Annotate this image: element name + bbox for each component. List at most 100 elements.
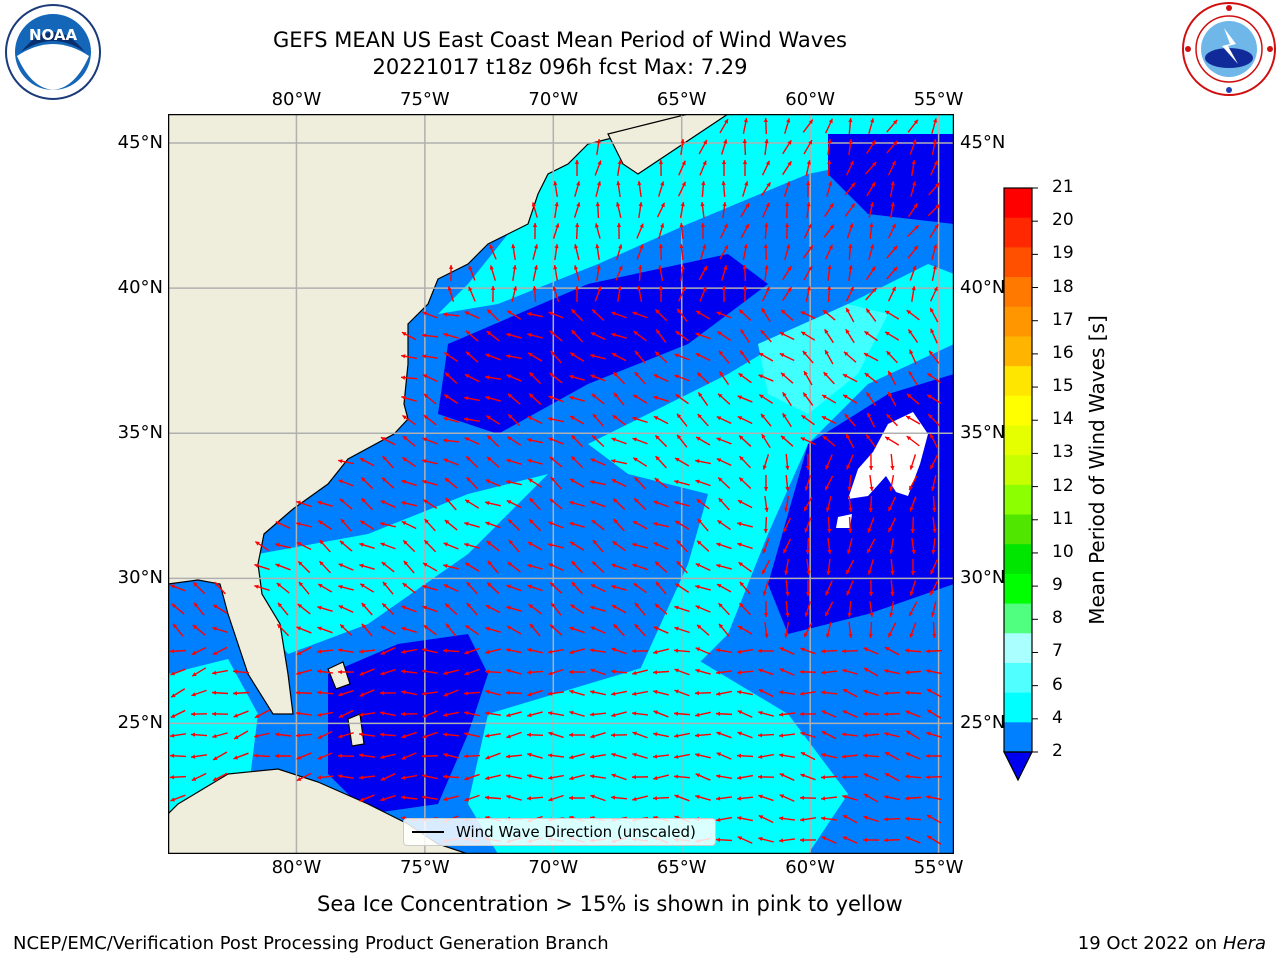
wave-direction-arrow <box>359 668 375 676</box>
wave-direction-arrow <box>318 560 332 574</box>
wave-direction-arrow <box>549 582 563 594</box>
wave-direction-arrow <box>758 374 774 382</box>
wave-direction-arrow <box>486 308 500 322</box>
wave-direction-arrow <box>865 434 877 448</box>
wave-direction-arrow <box>422 311 438 319</box>
wave-direction-arrow <box>550 602 562 616</box>
wave-direction-arrow <box>699 244 707 260</box>
wave-direction-arrow <box>611 752 627 759</box>
wave-direction-arrow <box>674 457 690 467</box>
wave-direction-arrow <box>868 621 873 639</box>
wave-band-4-6s <box>468 654 848 854</box>
wave-direction-arrow <box>295 711 313 716</box>
legend-line-sample <box>412 831 444 833</box>
wave-direction-arrow <box>443 351 459 363</box>
wave-direction-arrow <box>590 583 606 593</box>
colorbar-segment <box>1004 336 1032 367</box>
wave-direction-arrow <box>506 794 522 801</box>
wave-direction-arrow <box>758 814 774 824</box>
wave-direction-arrow <box>782 139 792 155</box>
wave-direction-arrow <box>911 285 916 303</box>
wave-direction-arrow <box>824 475 834 491</box>
wave-direction-arrow <box>845 433 855 449</box>
colorbar-tick-label: 16 <box>1052 342 1074 363</box>
wave-direction-arrow <box>422 437 438 445</box>
colorbar-tick-label: 18 <box>1052 276 1074 297</box>
wave-direction-arrow <box>926 709 942 719</box>
wave-band-0-2s <box>438 254 768 434</box>
wave-direction-arrow <box>297 603 311 615</box>
wave-direction-arrow <box>883 817 901 822</box>
wave-direction-arrow <box>762 580 770 596</box>
wave-direction-arrow <box>739 328 751 344</box>
wave-direction-arrow <box>192 581 206 595</box>
wave-direction-arrow <box>506 648 522 654</box>
wave-direction-arrow <box>512 264 517 282</box>
wave-direction-arrow <box>590 668 606 676</box>
wave-direction-arrow <box>634 371 646 385</box>
wave-direction-arrow <box>632 416 648 424</box>
wave-direction-arrow <box>697 392 709 406</box>
wave-direction-arrow <box>549 498 563 510</box>
wave-direction-arrow <box>742 264 747 282</box>
wave-direction-arrow <box>569 603 585 615</box>
wave-direction-arrow <box>805 537 810 555</box>
wave-direction-arrow <box>742 244 748 260</box>
wave-direction-arrow <box>296 646 312 656</box>
wave-direction-arrow <box>464 647 480 655</box>
wave-direction-arrow <box>926 669 942 675</box>
wave-direction-arrow <box>721 159 727 177</box>
wave-direction-arrow <box>613 623 625 637</box>
wave-direction-arrow <box>679 202 685 218</box>
lon-tick-label: 65°W <box>656 89 707 110</box>
wave-direction-arrow <box>611 584 627 591</box>
wave-direction-arrow <box>676 434 688 448</box>
wave-direction-arrow <box>424 518 436 532</box>
wave-direction-arrow <box>715 711 733 716</box>
wave-direction-arrow <box>548 395 564 403</box>
wave-direction-arrow <box>821 752 837 759</box>
wave-direction-arrow <box>930 328 938 344</box>
wave-direction-arrow <box>785 579 790 597</box>
wave-direction-arrow <box>380 773 396 781</box>
wave-direction-arrow <box>697 518 709 532</box>
wave-direction-arrow <box>825 622 832 638</box>
wave-direction-arrow <box>422 479 438 486</box>
wave-direction-arrow <box>464 373 480 383</box>
wave-direction-arrow <box>782 412 792 428</box>
wave-direction-arrow <box>595 201 600 219</box>
wave-direction-arrow <box>212 751 228 761</box>
wave-direction-arrow <box>758 794 774 802</box>
lat-lon-grid <box>168 114 954 854</box>
wave-direction-arrow <box>485 353 501 361</box>
wave-direction-arrow <box>632 690 648 696</box>
colorbar-tick-label: 6 <box>1052 674 1063 695</box>
wave-direction-arrow <box>297 560 311 574</box>
wave-direction-arrow <box>506 458 522 465</box>
wave-direction-arrow <box>910 516 915 534</box>
wave-direction-arrow <box>594 286 602 302</box>
wave-direction-arrow <box>443 542 459 550</box>
wave-direction-arrow <box>674 500 690 507</box>
wave-direction-arrow <box>191 689 207 697</box>
wave-direction-arrow <box>867 517 875 533</box>
wave-direction-arrow <box>785 600 790 618</box>
wave-direction-arrow <box>653 774 669 781</box>
wave-direction-arrow <box>574 159 580 177</box>
wave-direction-arrow <box>652 754 670 759</box>
wave-direction-arrow <box>780 309 794 321</box>
wave-direction-arrow <box>674 479 690 486</box>
colorbar-tick-label: 4 <box>1052 707 1063 728</box>
wave-direction-arrow <box>676 560 688 574</box>
wave-direction-arrow <box>553 264 559 282</box>
wave-direction-arrow <box>232 691 250 696</box>
sea-ice-note: Sea Ice Concentration > 15% is shown in … <box>317 892 903 916</box>
wave-direction-arrow <box>169 775 187 780</box>
wave-direction-arrow <box>654 308 668 322</box>
wave-direction-arrow <box>338 459 354 465</box>
wave-direction-arrow <box>654 603 668 615</box>
wave-direction-arrow <box>761 286 771 302</box>
wave-direction-arrow <box>443 669 459 676</box>
wave-direction-arrow <box>778 753 796 758</box>
nws-logo <box>1180 0 1278 98</box>
